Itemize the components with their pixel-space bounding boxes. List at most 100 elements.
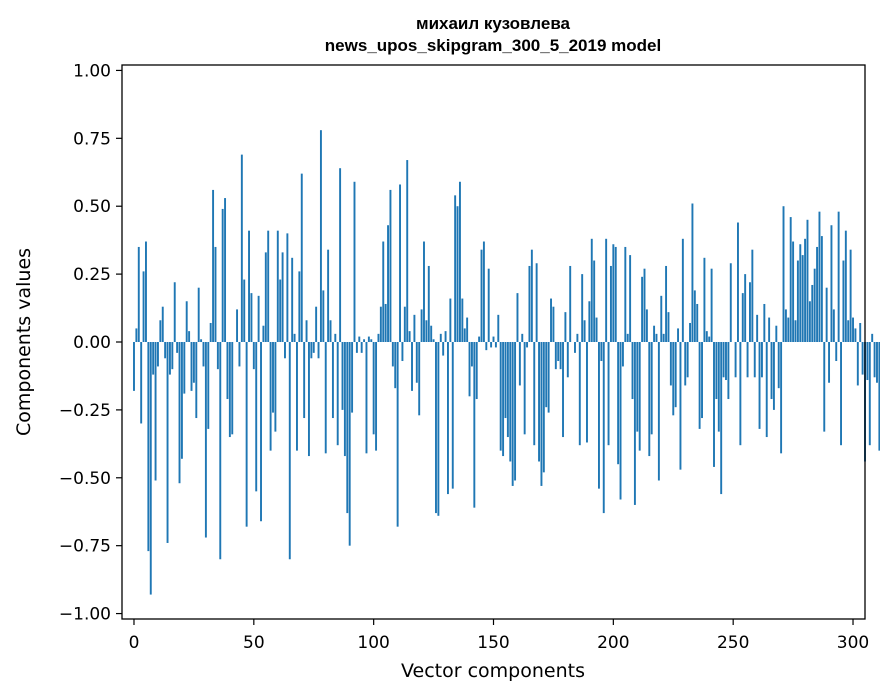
bar <box>389 189 392 342</box>
bar <box>693 290 696 342</box>
bar <box>868 342 871 446</box>
bar <box>703 257 706 342</box>
bar <box>307 342 310 457</box>
bar <box>636 342 639 432</box>
bar <box>504 342 507 419</box>
bar <box>835 342 838 362</box>
bar <box>348 342 351 546</box>
bar <box>427 265 430 342</box>
y-tick-label: 0.00 <box>73 333 111 353</box>
bar <box>734 342 737 378</box>
bar <box>252 342 255 370</box>
bar <box>614 246 617 342</box>
bar <box>542 342 545 473</box>
bar <box>180 342 183 459</box>
bar <box>698 342 701 429</box>
bar <box>744 274 747 342</box>
bar <box>784 309 787 342</box>
bar <box>842 260 845 342</box>
bar <box>219 342 222 560</box>
bar <box>276 230 279 342</box>
bar <box>365 342 368 454</box>
bar <box>686 342 689 378</box>
bar <box>240 154 243 342</box>
bar <box>559 342 562 370</box>
bar <box>224 198 227 342</box>
bar <box>343 342 346 457</box>
bar <box>540 342 543 486</box>
bar <box>147 342 150 552</box>
bar <box>288 342 291 560</box>
bar <box>535 263 538 342</box>
bar <box>329 320 332 342</box>
bar <box>492 336 495 342</box>
bar <box>765 342 768 438</box>
bar <box>619 342 622 500</box>
bar <box>715 342 718 400</box>
bar <box>516 293 519 342</box>
bar <box>873 342 876 378</box>
bar <box>554 342 557 370</box>
bar <box>648 342 651 457</box>
bar <box>231 342 234 435</box>
bar <box>176 342 179 353</box>
bar <box>684 342 687 386</box>
bar <box>370 339 373 342</box>
bar <box>250 293 253 342</box>
bar <box>598 342 600 489</box>
bar <box>552 306 555 342</box>
bar <box>133 342 135 391</box>
bar <box>557 342 560 362</box>
bar <box>645 309 648 342</box>
bar <box>729 263 732 342</box>
x-tick-label: 50 <box>243 633 265 653</box>
bar <box>463 328 466 342</box>
bar <box>657 342 660 481</box>
bar <box>775 325 778 342</box>
x-tick-label: 250 <box>717 633 749 653</box>
bar <box>152 342 155 375</box>
bar <box>770 342 773 400</box>
bar <box>753 342 756 378</box>
bar <box>494 342 497 348</box>
bar <box>137 246 140 342</box>
bar <box>458 181 461 342</box>
bar <box>669 342 672 386</box>
bar <box>435 342 437 514</box>
x-tick-label: 200 <box>597 633 629 653</box>
bar <box>605 238 608 342</box>
bar <box>574 342 576 353</box>
bar <box>379 306 382 342</box>
bar <box>168 342 171 375</box>
bar <box>710 268 713 342</box>
bar <box>626 333 629 342</box>
bar <box>667 312 670 342</box>
bar <box>830 225 833 342</box>
bar <box>665 265 668 342</box>
bar <box>334 333 337 342</box>
bar <box>327 249 330 342</box>
chart-subtitle: news_upos_skipgram_300_5_2019 model <box>325 36 661 55</box>
bar <box>310 342 313 359</box>
bar <box>243 279 246 342</box>
bar <box>633 342 636 505</box>
bar <box>808 301 811 342</box>
bar <box>847 320 850 342</box>
bar <box>523 342 526 435</box>
bar <box>149 342 152 595</box>
bar <box>514 342 517 481</box>
bar <box>399 184 401 342</box>
bar <box>454 195 457 342</box>
bar <box>360 342 363 353</box>
bar <box>391 342 394 367</box>
bar <box>267 230 270 342</box>
bar <box>200 339 203 342</box>
bar <box>284 342 286 359</box>
bar <box>792 241 795 342</box>
bar <box>437 342 440 516</box>
bar <box>530 249 533 342</box>
bar <box>382 241 385 342</box>
bar <box>511 342 514 486</box>
bar <box>859 322 862 342</box>
bar <box>238 342 241 367</box>
